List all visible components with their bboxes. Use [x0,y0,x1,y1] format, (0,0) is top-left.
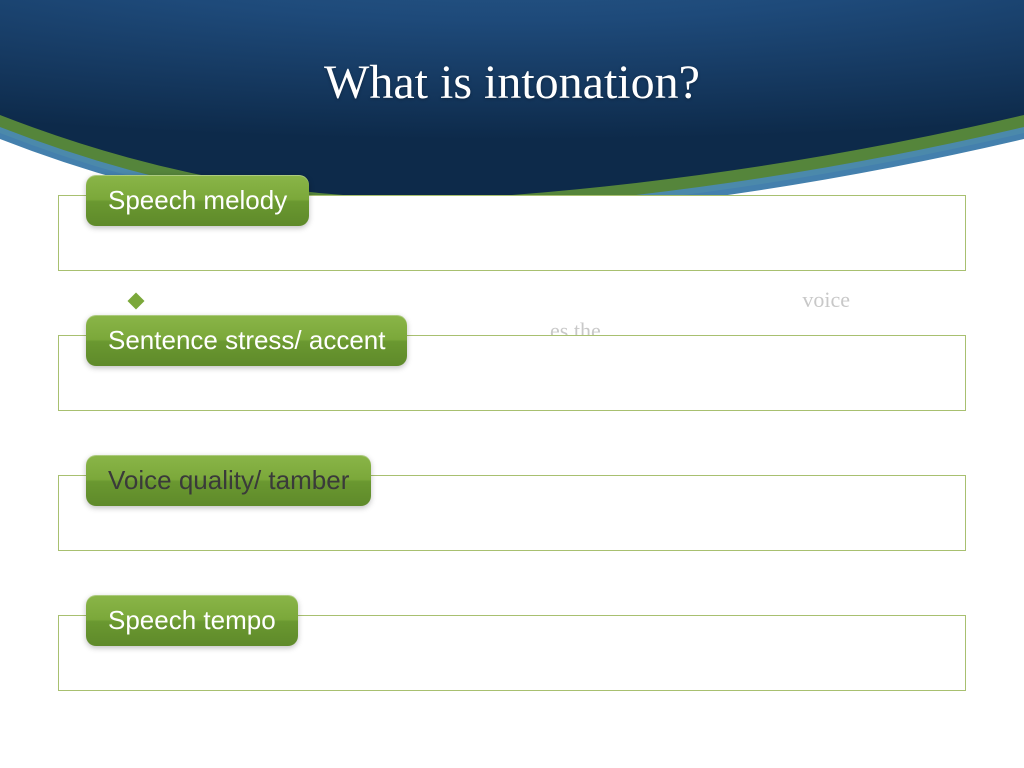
pill-label: Speech melody [108,185,287,215]
pill-speech-tempo: Speech tempo [86,595,298,646]
pill-label: Speech tempo [108,605,276,635]
section-voice-quality: Voice quality/ tamber [58,455,966,551]
section-sentence-stress: Sentence stress/ accent [58,315,966,411]
pill-voice-quality: Voice quality/ tamber [86,455,371,506]
section-speech-tempo: Speech tempo [58,595,966,691]
pill-speech-melody: Speech melody [86,175,309,226]
section-speech-melody: Speech melody [58,175,966,271]
pill-sentence-stress: Sentence stress/ accent [86,315,407,366]
slide-title: What is intonation? [0,55,1024,110]
pill-label: Sentence stress/ accent [108,325,385,355]
content-area: Speech melody Sentence stress/ accent Vo… [58,175,966,735]
pill-label: Voice quality/ tamber [108,465,349,495]
